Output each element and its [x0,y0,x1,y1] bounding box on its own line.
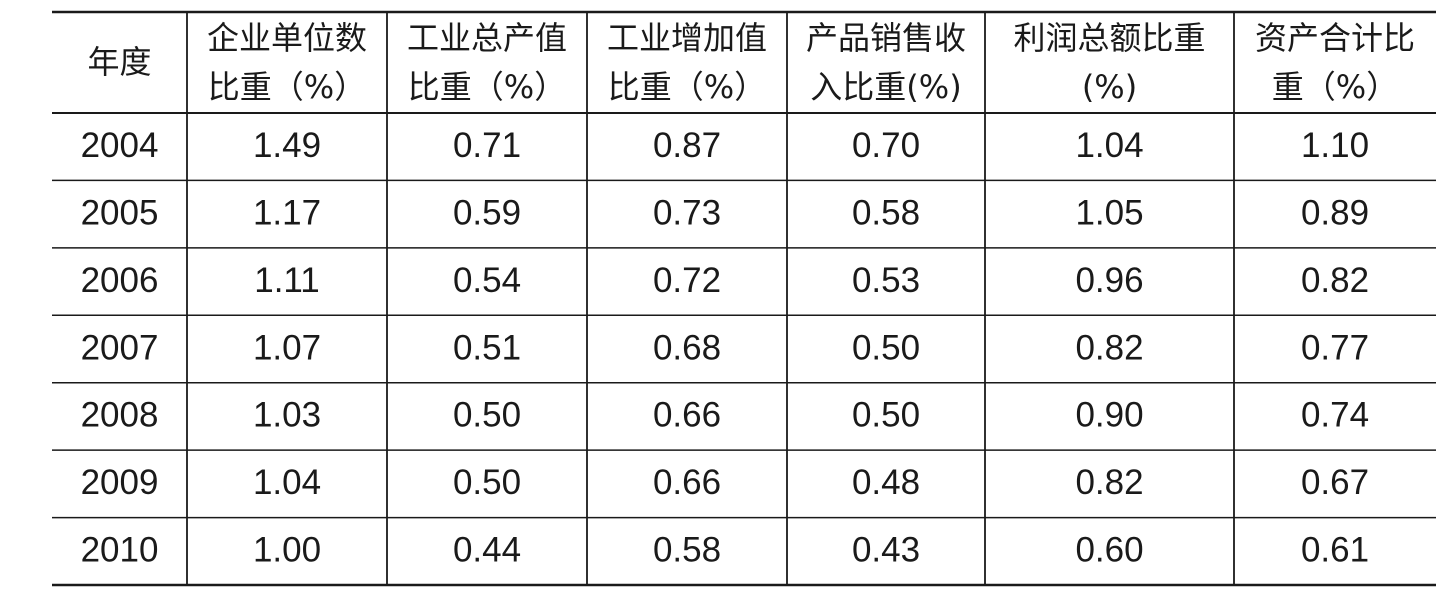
value-cell: 0.67 [1301,463,1369,502]
value-cell: 0.87 [653,126,721,165]
value-cell: 0.48 [852,463,920,502]
header-cell: 企业单位数 [207,19,367,57]
value-cell: 1.49 [253,126,321,165]
value-cell: 1.00 [253,531,321,570]
header-cell: 工业总产值 [407,19,567,57]
value-cell: 0.77 [1301,328,1369,367]
value-cell: 0.58 [653,531,721,570]
value-cell: 0.59 [453,193,521,232]
year-cell: 2004 [81,126,159,165]
value-cell: 0.44 [453,531,521,570]
header-cell: (%) [1082,68,1137,106]
value-cell: 0.60 [1075,531,1143,570]
value-cell: 0.71 [453,126,521,165]
value-cell: 0.50 [453,463,521,502]
header-cell: 重（%） [1272,68,1398,106]
year-cell: 2008 [81,396,159,435]
year-cell: 2007 [81,328,159,367]
value-cell: 0.66 [653,463,721,502]
value-cell: 1.05 [1075,193,1143,232]
year-cell: 2009 [81,463,159,502]
value-cell: 1.17 [253,193,321,232]
header-cell: 入比重(%) [810,68,961,106]
header-cell: 比重（%） [608,68,766,106]
value-cell: 0.74 [1301,396,1369,435]
year-cell: 2005 [81,193,159,232]
value-cell: 0.53 [852,261,920,300]
value-cell: 0.51 [453,328,521,367]
value-cell: 1.03 [253,396,321,435]
value-cell: 0.50 [852,328,920,367]
value-cell: 1.11 [254,261,320,300]
value-cell: 0.89 [1301,193,1369,232]
header-cell: 比重（%） [208,68,366,106]
header-cell: 利润总额比重 [1013,19,1205,57]
value-cell: 1.07 [253,328,321,367]
value-cell: 0.50 [453,396,521,435]
value-cell: 1.04 [1075,126,1143,165]
value-cell: 0.82 [1075,463,1143,502]
value-cell: 0.43 [852,531,920,570]
header-cell: 比重（%） [408,68,566,106]
value-cell: 1.10 [1301,126,1369,165]
value-cell: 0.54 [453,261,521,300]
value-cell: 0.82 [1075,328,1143,367]
value-cell: 0.82 [1301,261,1369,300]
value-cell: 0.58 [852,193,920,232]
value-cell: 0.66 [653,396,721,435]
value-cell: 0.50 [852,396,920,435]
header-cell: 产品销售收 [806,19,966,57]
header-cell: 年度 [87,43,151,81]
value-cell: 1.04 [253,463,321,502]
value-cell: 0.72 [653,261,721,300]
value-cell: 0.61 [1301,531,1369,570]
value-cell: 0.90 [1075,396,1143,435]
value-cell: 0.70 [852,126,920,165]
header-cell: 资产合计比 [1255,19,1415,57]
value-cell: 0.68 [653,328,721,367]
year-cell: 2010 [81,531,159,570]
value-cell: 0.96 [1075,261,1143,300]
value-cell: 0.73 [653,193,721,232]
header-cell: 工业增加值 [607,19,767,57]
year-cell: 2006 [81,261,159,300]
